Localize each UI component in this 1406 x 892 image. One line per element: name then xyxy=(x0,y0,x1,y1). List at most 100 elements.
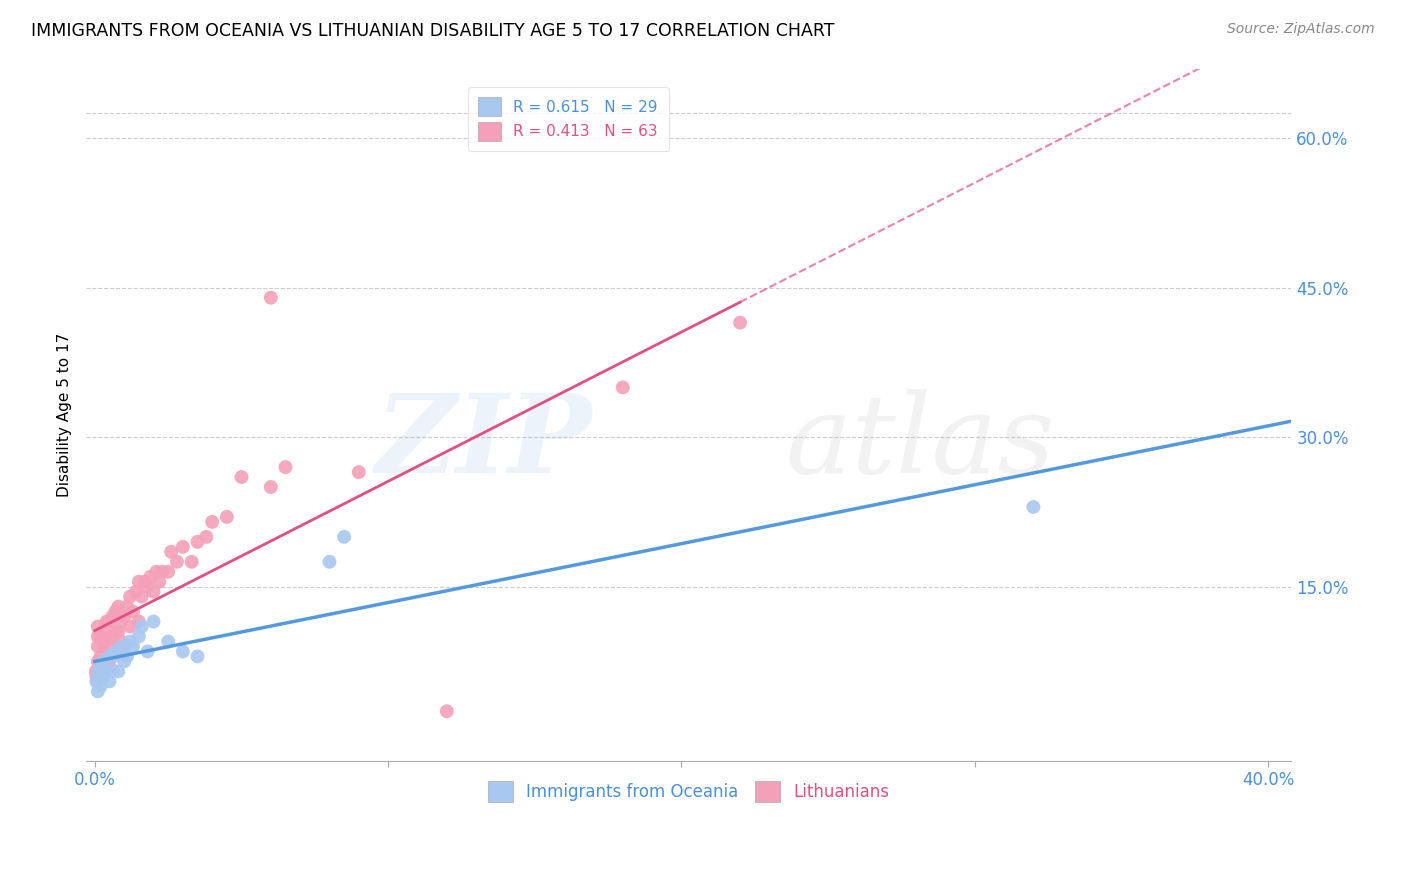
Point xyxy=(93,640,115,654)
Point xyxy=(104,640,127,654)
Point xyxy=(120,590,142,604)
Point xyxy=(101,649,124,664)
Point xyxy=(107,599,129,614)
Point xyxy=(260,480,283,494)
Point xyxy=(122,640,145,654)
Point xyxy=(104,624,127,639)
Point xyxy=(1022,500,1045,514)
Point xyxy=(90,665,112,679)
Point xyxy=(136,644,159,658)
Point xyxy=(131,619,153,633)
Point xyxy=(98,615,121,629)
Point xyxy=(195,530,218,544)
Point xyxy=(186,534,208,549)
Text: Source: ZipAtlas.com: Source: ZipAtlas.com xyxy=(1227,22,1375,37)
Point xyxy=(96,634,118,648)
Point xyxy=(107,665,129,679)
Point xyxy=(110,615,132,629)
Point xyxy=(157,634,180,648)
Point xyxy=(101,649,124,664)
Point xyxy=(98,649,121,664)
Point xyxy=(87,674,110,689)
Point xyxy=(112,640,135,654)
Point xyxy=(87,630,110,644)
Point xyxy=(87,665,110,679)
Point xyxy=(104,644,127,658)
Point xyxy=(87,619,110,633)
Point xyxy=(347,465,370,479)
Point xyxy=(110,634,132,648)
Point xyxy=(86,674,108,689)
Point xyxy=(112,609,135,624)
Point xyxy=(87,684,110,698)
Point xyxy=(436,704,458,718)
Point xyxy=(87,655,110,669)
Point xyxy=(142,584,165,599)
Point xyxy=(115,599,138,614)
Point xyxy=(142,615,165,629)
Point xyxy=(120,619,142,633)
Point xyxy=(131,590,153,604)
Point xyxy=(86,669,108,683)
Point xyxy=(157,565,180,579)
Point xyxy=(260,291,283,305)
Point xyxy=(160,545,183,559)
Point xyxy=(87,640,110,654)
Point xyxy=(728,316,751,330)
Point xyxy=(231,470,253,484)
Text: ZIP: ZIP xyxy=(375,389,592,496)
Point xyxy=(333,530,356,544)
Point xyxy=(139,570,162,584)
Point xyxy=(172,540,194,554)
Point xyxy=(128,630,150,644)
Text: atlas: atlas xyxy=(785,389,1054,496)
Point xyxy=(93,669,115,683)
Point xyxy=(93,655,115,669)
Point xyxy=(318,555,340,569)
Text: IMMIGRANTS FROM OCEANIA VS LITHUANIAN DISABILITY AGE 5 TO 17 CORRELATION CHART: IMMIGRANTS FROM OCEANIA VS LITHUANIAN DI… xyxy=(31,22,834,40)
Point xyxy=(96,655,118,669)
Point xyxy=(104,605,127,619)
Point xyxy=(90,649,112,664)
Point xyxy=(90,630,112,644)
Point xyxy=(180,555,202,569)
Point xyxy=(186,649,208,664)
Legend: Immigrants from Oceania, Lithuanians: Immigrants from Oceania, Lithuanians xyxy=(475,768,903,815)
Point xyxy=(125,584,148,599)
Point xyxy=(107,644,129,658)
Point xyxy=(84,665,107,679)
Point xyxy=(98,674,121,689)
Point xyxy=(90,679,112,693)
Point xyxy=(172,644,194,658)
Point xyxy=(101,665,124,679)
Point xyxy=(115,649,138,664)
Point xyxy=(90,659,112,673)
Point xyxy=(148,574,170,589)
Point xyxy=(93,624,115,639)
Y-axis label: Disability Age 5 to 17: Disability Age 5 to 17 xyxy=(58,333,72,497)
Point xyxy=(150,565,173,579)
Point xyxy=(128,615,150,629)
Point xyxy=(98,659,121,673)
Point xyxy=(101,630,124,644)
Point xyxy=(98,640,121,654)
Point xyxy=(128,574,150,589)
Point xyxy=(274,460,297,475)
Point xyxy=(96,615,118,629)
Point xyxy=(112,655,135,669)
Point xyxy=(120,634,142,648)
Point xyxy=(107,624,129,639)
Point xyxy=(110,640,132,654)
Point xyxy=(96,665,118,679)
Point xyxy=(166,555,188,569)
Point xyxy=(215,510,238,524)
Point xyxy=(122,605,145,619)
Point xyxy=(136,580,159,594)
Point xyxy=(93,655,115,669)
Point xyxy=(201,515,224,529)
Point xyxy=(612,380,634,394)
Point xyxy=(101,609,124,624)
Point xyxy=(134,574,156,589)
Point xyxy=(93,669,115,683)
Point xyxy=(145,565,167,579)
